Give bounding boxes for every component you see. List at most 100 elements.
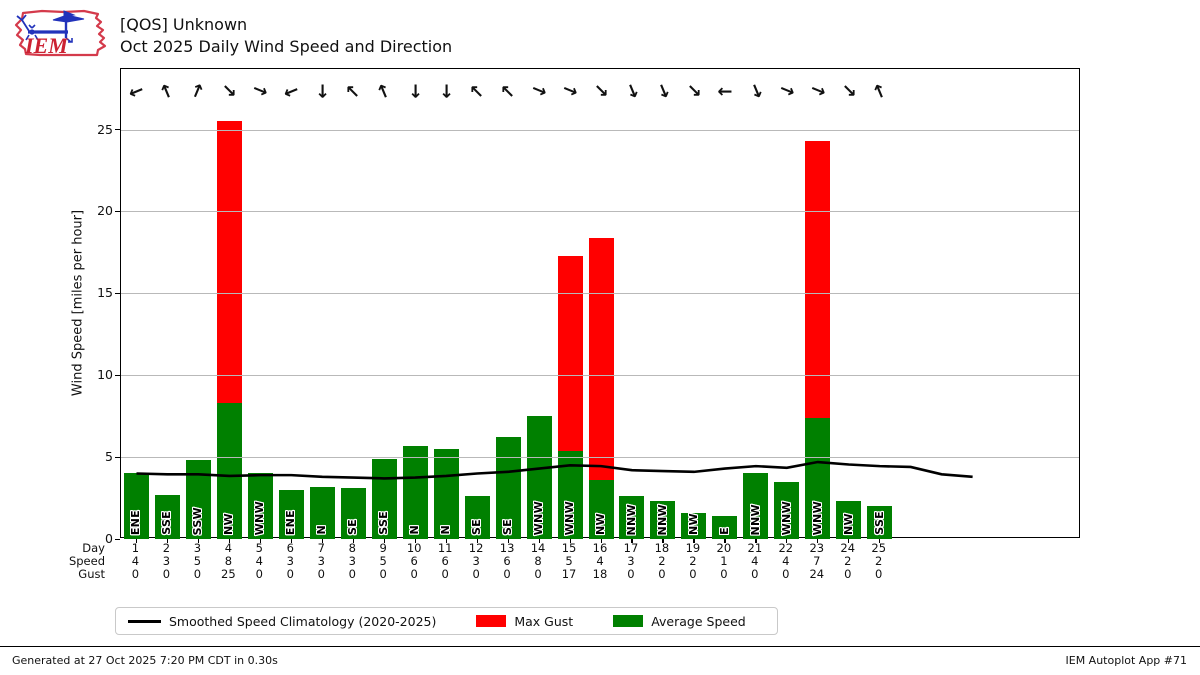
legend-patch-swatch-icon xyxy=(476,615,507,627)
day-value: 18 xyxy=(654,541,670,555)
avg-speed-bar xyxy=(278,489,304,539)
day-value: 8 xyxy=(348,541,356,555)
day-value: 14 xyxy=(530,541,546,555)
gust-value: 0 xyxy=(162,567,171,581)
gust-value: 0 xyxy=(317,567,325,581)
speed-value: 1 xyxy=(720,554,728,568)
avg-speed-bar xyxy=(774,481,800,539)
wind-direction-arrow: → xyxy=(743,79,769,102)
day-value: 22 xyxy=(778,541,794,555)
day-value: 17 xyxy=(623,541,639,555)
grid-line xyxy=(121,129,1079,131)
wind-direction-arrow: → xyxy=(249,77,272,104)
gust-value: 0 xyxy=(131,567,140,581)
day-value: 2 xyxy=(162,541,171,555)
max-gust-bar xyxy=(557,255,583,451)
y-tick xyxy=(115,374,120,376)
plot-title: [QOS] Unknown xyxy=(120,15,248,34)
day-value: 5 xyxy=(255,541,263,555)
speed-value: 3 xyxy=(162,554,171,568)
wind-direction-arrow: → xyxy=(717,81,733,102)
wind-direction-label: WNW xyxy=(810,500,824,535)
x-tick xyxy=(166,539,169,543)
speed-value: 5 xyxy=(193,554,202,568)
speed-value: 4 xyxy=(131,554,140,568)
avg-speed-bar xyxy=(743,473,769,539)
legend: Smoothed Speed Climatology (2020-2025) Ma… xyxy=(115,607,778,635)
gust-value: 0 xyxy=(286,567,294,581)
y-tick-label: 25 xyxy=(97,121,113,137)
gust-value: 0 xyxy=(534,567,542,581)
avg-speed-bar xyxy=(681,512,707,539)
y-tick xyxy=(115,292,120,295)
x-tick xyxy=(476,539,478,543)
wind-direction-label: NW xyxy=(594,513,607,535)
day-value: 7 xyxy=(317,541,325,555)
x-tick xyxy=(817,539,819,543)
wind-direction-arrow: → xyxy=(216,77,243,104)
gust-value: 0 xyxy=(782,567,790,581)
day-value: 25 xyxy=(871,541,887,555)
wind-direction-arrow: → xyxy=(836,77,862,104)
speed-value: 2 xyxy=(658,554,666,568)
x-tick xyxy=(538,539,540,543)
day-value: 4 xyxy=(224,541,233,555)
x-tick xyxy=(290,539,292,543)
day-value: 12 xyxy=(468,541,484,555)
grid-line xyxy=(121,375,1079,377)
gust-value: 0 xyxy=(348,567,356,581)
wind-direction-label: WNW xyxy=(779,500,793,535)
max-gust-bar xyxy=(216,121,242,404)
row-header-speed: Speed xyxy=(68,554,105,568)
x-tick xyxy=(569,539,571,543)
gust-value: 0 xyxy=(658,567,666,581)
speed-value: 8 xyxy=(534,554,542,568)
gust-value: 0 xyxy=(627,567,635,581)
speed-value: 5 xyxy=(379,554,387,568)
wind-direction-arrow: → xyxy=(371,80,397,103)
avg-speed-bar xyxy=(154,494,180,539)
wind-direction-arrow: → xyxy=(619,79,646,102)
gust-value: 0 xyxy=(844,567,852,581)
avg-speed-bar xyxy=(340,488,366,539)
y-tick xyxy=(115,456,120,458)
day-value: 19 xyxy=(685,541,701,555)
x-tick xyxy=(662,539,664,543)
speed-value: 4 xyxy=(596,554,604,568)
speed-value: 7 xyxy=(813,554,821,568)
y-tick xyxy=(115,538,120,540)
y-tick-label: 5 xyxy=(105,449,113,465)
day-value: 20 xyxy=(716,541,732,555)
speed-value: 4 xyxy=(782,554,790,568)
max-gust-bar xyxy=(805,141,831,418)
iem-logo: IEM xyxy=(14,9,107,58)
speed-value: 3 xyxy=(317,554,325,568)
day-value: 11 xyxy=(437,541,453,555)
y-tick-label: 10 xyxy=(97,367,113,383)
wind-direction-label: SE xyxy=(501,518,515,535)
speed-value: 3 xyxy=(627,554,635,568)
x-tick xyxy=(600,539,602,543)
wind-direction-arrow: → xyxy=(559,77,582,104)
wind-direction-arrow: → xyxy=(494,78,521,105)
speed-value: 6 xyxy=(441,554,449,568)
x-tick xyxy=(135,539,138,543)
x-tick xyxy=(414,539,416,543)
wind-direction-label: SSW xyxy=(191,506,205,535)
speed-value: 5 xyxy=(565,554,573,568)
speed-value: 4 xyxy=(751,554,759,568)
max-gust-bar xyxy=(588,237,614,481)
wind-chart-plot-area: 0 5 10 15 20 25 → → → → → → → → → → → → → → → → → → → → → → → → → ENE SS… xyxy=(97,68,1080,546)
legend-patch-swatch-icon xyxy=(613,615,644,627)
avg-speed-bar xyxy=(619,496,645,539)
grid-line xyxy=(121,293,1079,295)
legend-item: Smoothed Speed Climatology (2020-2025) xyxy=(128,614,436,629)
wind-direction-label: NW xyxy=(686,513,700,535)
x-tick xyxy=(321,539,323,543)
x-tick xyxy=(724,539,726,543)
gust-value: 0 xyxy=(410,567,418,581)
y-tick xyxy=(115,129,120,131)
gust-value: 0 xyxy=(751,567,759,581)
gust-value: 0 xyxy=(720,567,728,581)
